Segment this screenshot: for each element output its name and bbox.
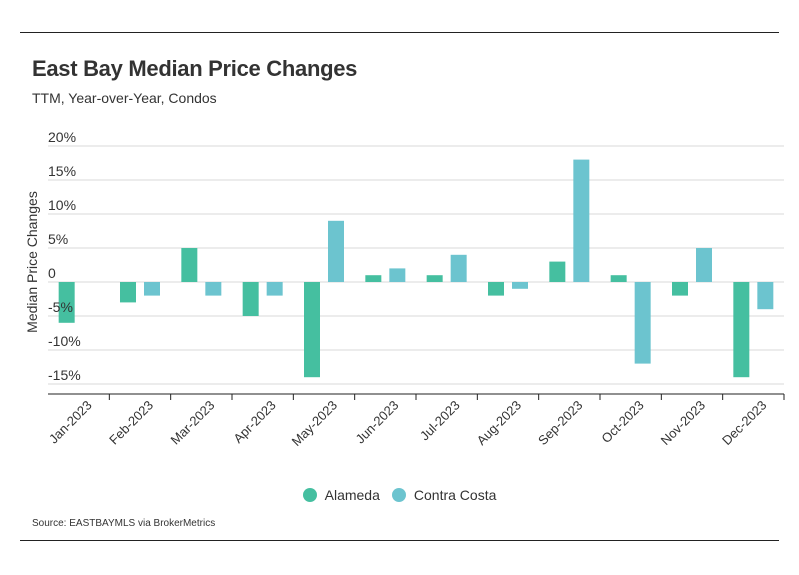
bar-contra-costa-apr-2023 xyxy=(266,282,283,296)
x-tick-label: Sep-2023 xyxy=(535,398,585,448)
bar-alameda-nov-2023 xyxy=(672,282,688,296)
x-tick-label: Jun-2023 xyxy=(353,398,402,447)
y-tick-label: -5% xyxy=(48,299,73,315)
x-tick-label: Aug-2023 xyxy=(474,398,524,448)
bottom-rule xyxy=(20,540,779,541)
bar-alameda-feb-2023 xyxy=(120,282,136,303)
bar-contra-costa-oct-2023 xyxy=(634,282,651,364)
legend: Alameda Contra Costa xyxy=(0,487,799,503)
bar-contra-costa-nov-2023 xyxy=(696,248,712,282)
bar-alameda-jul-2023 xyxy=(426,275,443,282)
y-tick-label: 10% xyxy=(48,197,76,213)
x-tick-label: Nov-2023 xyxy=(658,398,708,448)
bar-contra-costa-jun-2023 xyxy=(389,268,406,282)
x-tick-label: May-2023 xyxy=(289,398,340,449)
bar-contra-costa-dec-2023 xyxy=(757,282,774,310)
x-tick-label: Oct-2023 xyxy=(598,398,646,446)
x-tick-label: Jul-2023 xyxy=(417,398,463,444)
bar-contra-costa-may-2023 xyxy=(328,220,344,282)
bar-contra-costa-jul-2023 xyxy=(450,254,467,282)
legend-swatch-contra-costa xyxy=(391,488,406,502)
legend-swatch-alameda xyxy=(302,488,317,502)
bars xyxy=(58,159,774,378)
bar-alameda-oct-2023 xyxy=(610,275,627,282)
x-tick-label: Apr-2023 xyxy=(230,398,278,446)
bar-contra-costa-feb-2023 xyxy=(144,282,160,296)
bar-contra-costa-aug-2023 xyxy=(512,282,528,289)
bar-alameda-jan-2023 xyxy=(58,282,75,323)
chart-title: East Bay Median Price Changes xyxy=(32,56,358,81)
y-tick-label: 5% xyxy=(48,231,68,247)
gridlines xyxy=(48,145,784,385)
y-tick-label: -10% xyxy=(48,333,81,349)
legend-label-contra-costa: Contra Costa xyxy=(413,487,497,503)
x-tick-label: Jan-2023 xyxy=(46,398,95,447)
source-note: Source: EASTBAYMLS via BrokerMetrics xyxy=(32,518,216,529)
bar-alameda-mar-2023 xyxy=(181,248,198,282)
x-tick-label: Mar-2023 xyxy=(168,398,218,448)
bar-alameda-sep-2023 xyxy=(549,261,566,282)
top-rule xyxy=(20,32,779,33)
bar-alameda-may-2023 xyxy=(304,282,320,378)
bar-alameda-aug-2023 xyxy=(488,282,504,296)
legend-item-contra-costa: Contra Costa xyxy=(391,487,497,503)
y-tick-label: 15% xyxy=(48,163,76,179)
bar-contra-costa-mar-2023 xyxy=(205,282,222,296)
bar-contra-costa-sep-2023 xyxy=(573,159,590,282)
x-tick-label: Dec-2023 xyxy=(719,398,769,448)
legend-label-alameda: Alameda xyxy=(324,487,380,503)
bar-alameda-jun-2023 xyxy=(365,275,382,282)
y-tick-label: -15% xyxy=(48,367,81,383)
y-axis-label: Median Price Changes xyxy=(24,191,40,333)
chart-subtitle: TTM, Year-over-Year, Condos xyxy=(32,90,217,106)
y-tick-label: 20% xyxy=(48,129,76,145)
bar-alameda-dec-2023 xyxy=(733,282,750,378)
bar-alameda-apr-2023 xyxy=(242,282,259,316)
legend-item-alameda: Alameda xyxy=(302,487,380,503)
x-tick-label: Feb-2023 xyxy=(106,398,156,448)
y-tick-label: 0 xyxy=(48,265,56,281)
